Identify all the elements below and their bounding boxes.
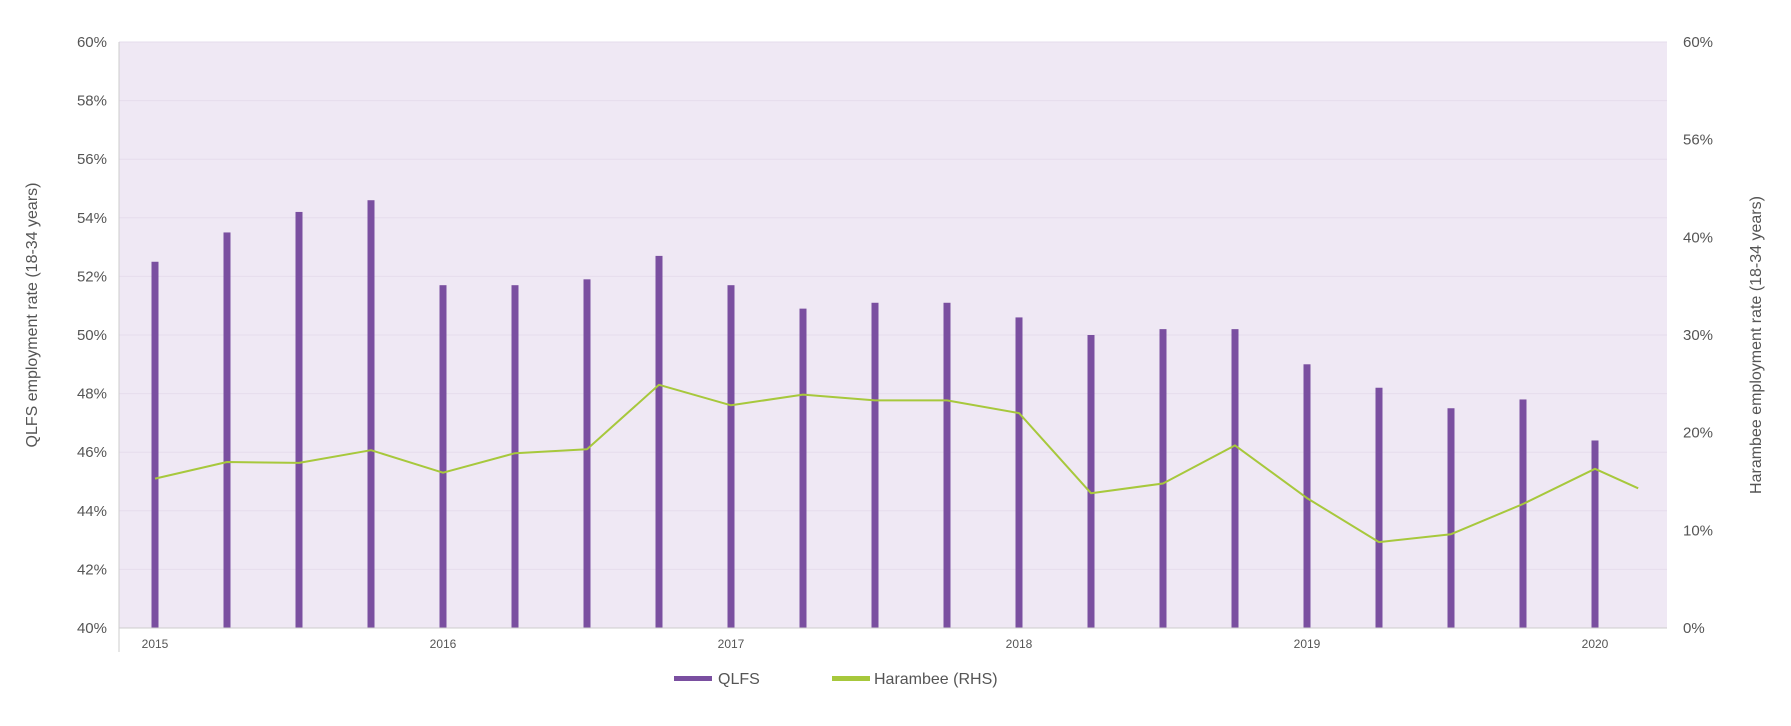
x-tick-label: 2016	[430, 637, 457, 651]
qlfs-bar	[439, 285, 447, 628]
y-tick-label-left: 50%	[77, 327, 107, 344]
y-tick-label-right: 20%	[1683, 425, 1713, 442]
qlfs-bar	[295, 211, 303, 628]
y-tick-label-left: 48%	[77, 386, 107, 403]
x-tick-label: 2017	[718, 637, 745, 651]
qlfs-bar	[1447, 408, 1455, 628]
qlfs-bar	[655, 255, 663, 628]
legend-label-qlfs: QLFS	[718, 671, 760, 688]
qlfs-bar	[1375, 387, 1383, 628]
legend-swatch-harambee	[832, 676, 870, 681]
y-tick-label-left: 40%	[77, 620, 107, 637]
y-tick-label-left: 60%	[77, 34, 107, 51]
x-tick-label: 2018	[1006, 637, 1033, 651]
y-tick-label-left: 54%	[77, 210, 107, 227]
legend-label-harambee: Harambee (RHS)	[874, 671, 998, 688]
y-tick-label-left: 44%	[77, 503, 107, 520]
x-tick-label: 2019	[1294, 637, 1321, 651]
qlfs-bar	[151, 261, 159, 628]
legend: QLFS Harambee (RHS)	[674, 671, 998, 688]
harambee-line-group	[154, 383, 1639, 544]
qlfs-bar	[943, 302, 951, 628]
y-tick-label-right: 56%	[1683, 132, 1713, 149]
y-tick-label-right: 0%	[1683, 620, 1705, 637]
harambee-line	[154, 383, 1639, 544]
qlfs-bars	[151, 200, 1599, 628]
qlfs-bar	[1303, 364, 1311, 628]
qlfs-bar	[1231, 329, 1239, 628]
qlfs-bar	[1087, 335, 1095, 628]
qlfs-bar	[1591, 440, 1599, 628]
qlfs-bar	[1519, 399, 1527, 628]
qlfs-bar	[727, 285, 735, 628]
x-tick-label: 2020	[1582, 637, 1609, 651]
y-ticks-right: 0% 10% 20% 30% 40% 56% 60%	[1683, 34, 1713, 637]
qlfs-bar	[583, 279, 591, 628]
y-tick-label-left: 42%	[77, 561, 107, 578]
qlfs-bar	[223, 232, 231, 628]
y-axis-title-left: QLFS employment rate (18-34 years)	[24, 183, 41, 448]
qlfs-bar	[1015, 317, 1023, 628]
qlfs-bar	[1159, 329, 1167, 628]
y-tick-label-right: 30%	[1683, 327, 1713, 344]
y-tick-label-left: 56%	[77, 151, 107, 168]
y-tick-label-right: 40%	[1683, 229, 1713, 246]
y-ticks-left: 40% 42% 44% 46% 48% 50% 52% 54% 56% 58% 60%	[77, 34, 107, 637]
y-tick-label-right: 10%	[1683, 522, 1713, 539]
y-tick-label-left: 52%	[77, 268, 107, 285]
qlfs-bar	[367, 200, 375, 628]
legend-swatch-qlfs	[674, 676, 712, 681]
x-ticks: 2015 2016 2017 2018 2019 2020	[142, 637, 1609, 651]
y-tick-label-right: 60%	[1683, 34, 1713, 51]
qlfs-bar	[871, 302, 879, 628]
y-tick-label-left: 58%	[77, 93, 107, 110]
x-tick-label: 2015	[142, 637, 169, 651]
y-axis-title-right: Harambee employment rate (18-34 years)	[1748, 196, 1765, 494]
qlfs-bar	[511, 285, 519, 628]
y-tick-label-left: 46%	[77, 444, 107, 461]
qlfs-bar	[799, 308, 807, 628]
